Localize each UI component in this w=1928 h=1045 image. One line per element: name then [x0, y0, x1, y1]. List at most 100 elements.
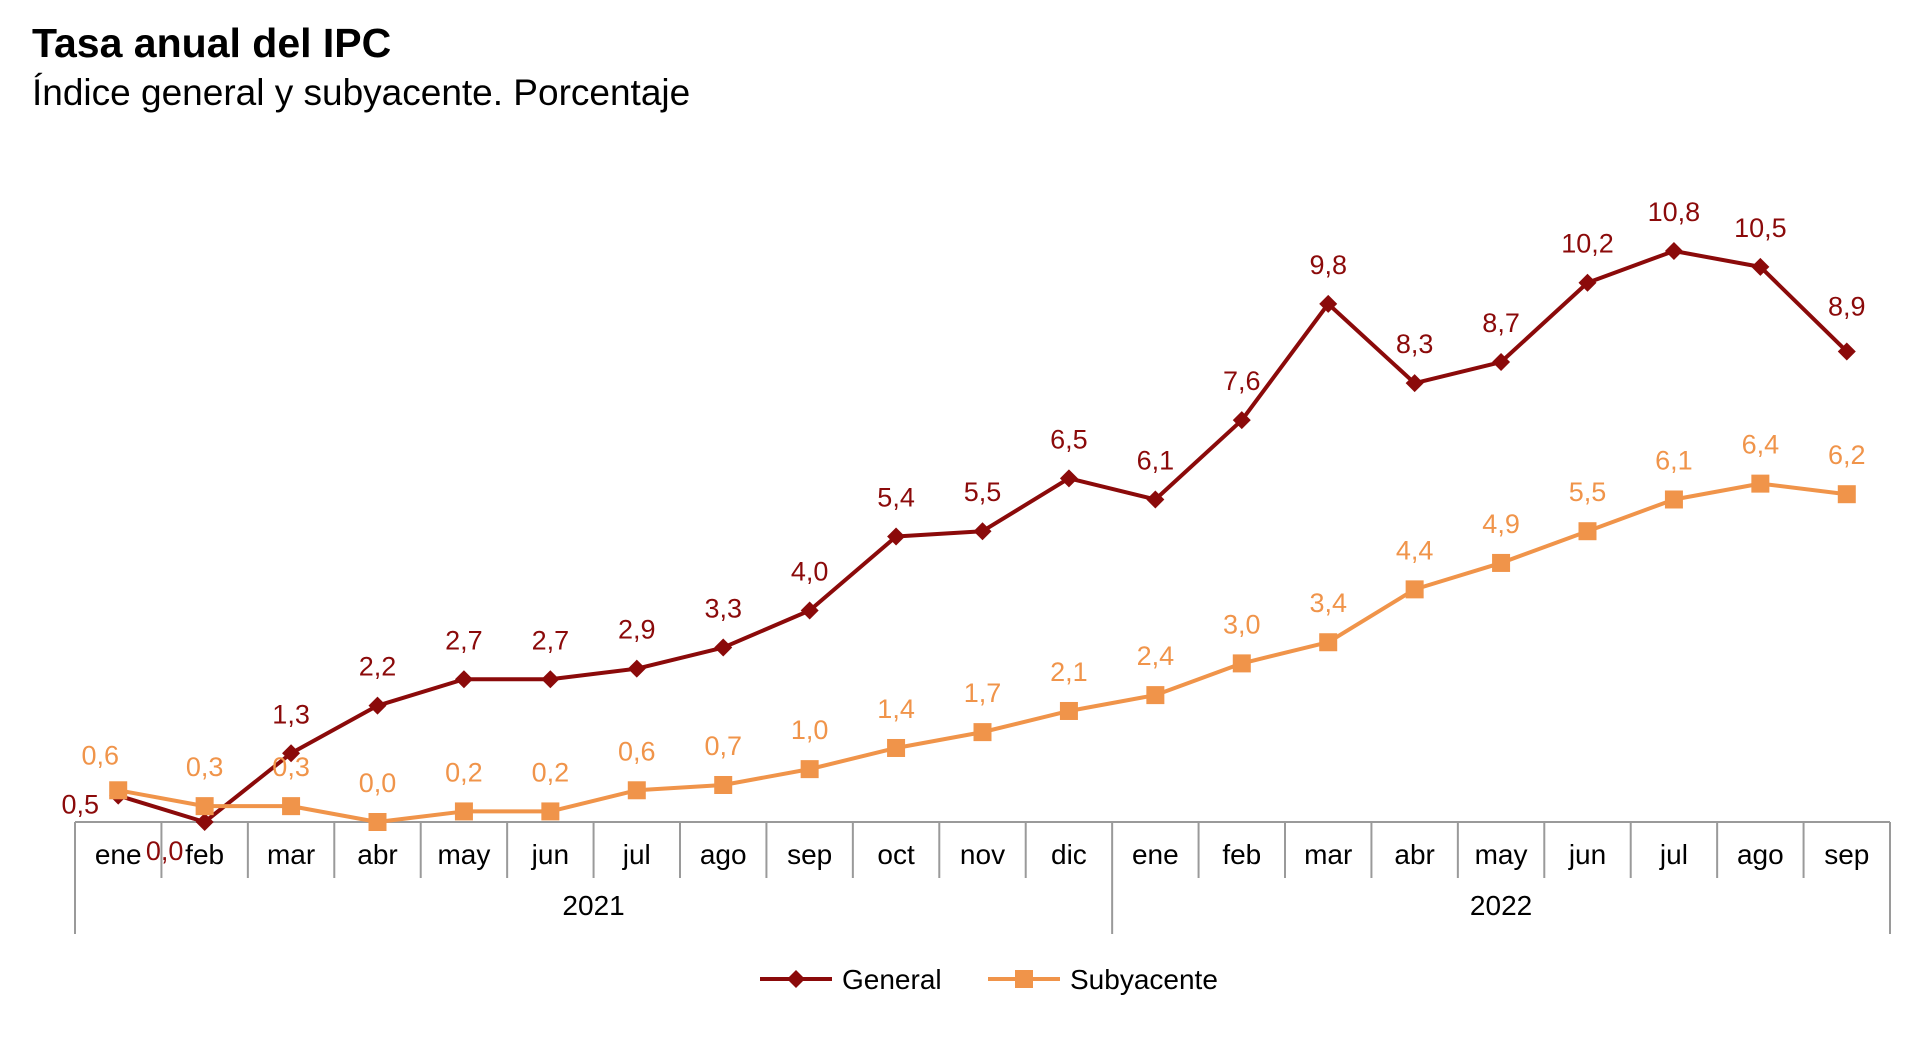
data-point: [1059, 701, 1078, 720]
data-label: 0,3: [186, 752, 224, 782]
data-point: [1664, 490, 1683, 509]
data-label: 8,3: [1396, 329, 1434, 359]
data-point: [109, 781, 128, 800]
data-point: [973, 723, 992, 742]
data-label: 10,5: [1734, 213, 1787, 243]
data-point: [627, 659, 646, 678]
legend-item-general: General: [760, 964, 942, 995]
legend-item-subyacente: Subyacente: [988, 964, 1218, 995]
data-point: [368, 813, 387, 831]
data-point: [541, 802, 560, 821]
data-point: [282, 744, 301, 763]
series-general: 0,5 0,0 1,3 2,2 2,7 2,7 2,9 3,3 4,0 5,4 5,5 6,5 6,1 7…: [61, 197, 1865, 866]
data-label: 9,8: [1309, 250, 1347, 280]
data-point: [1664, 242, 1683, 260]
data-point: [714, 775, 733, 794]
data-point: [195, 813, 214, 831]
legend: General Subyacente: [760, 964, 1218, 995]
data-point: [541, 670, 560, 689]
x-tick-label: feb: [1222, 839, 1261, 870]
data-label: 8,7: [1482, 308, 1520, 338]
axis-layer: ene feb mar abr may jun jul ago sep oct nov dic ene f…: [74, 821, 1891, 934]
data-label: 2,9: [618, 615, 656, 645]
data-label: 2,2: [359, 652, 397, 682]
x-tick-label: may: [1475, 839, 1528, 870]
data-label: 6,1: [1137, 445, 1175, 475]
x-tick-label: jun: [1568, 839, 1606, 870]
data-label: 3,3: [704, 594, 742, 624]
x-tick-label: sep: [787, 839, 832, 870]
data-point: [1405, 580, 1424, 599]
x-tick-label: mar: [267, 839, 315, 870]
data-point: [1319, 294, 1338, 313]
data-label: 10,2: [1561, 229, 1614, 259]
data-label: 5,5: [964, 477, 1002, 507]
data-label: 0,5: [61, 790, 99, 820]
data-point: [1405, 374, 1424, 393]
data-label: 10,8: [1648, 197, 1701, 227]
x-tick-label: oct: [877, 839, 915, 870]
year-label: 2021: [562, 890, 624, 921]
legend-marker: [787, 970, 805, 988]
data-label: 3,0: [1223, 609, 1261, 639]
data-point: [195, 797, 214, 816]
data-point: [973, 522, 992, 541]
data-point: [454, 802, 473, 821]
data-label: 0,0: [146, 836, 184, 866]
data-point: [887, 527, 906, 546]
data-point: [1232, 411, 1251, 430]
x-tick-label: ago: [1737, 839, 1784, 870]
x-tick-label: sep: [1824, 839, 1869, 870]
chart-subtitle: Índice general y subyacente. Porcentaje: [32, 72, 691, 113]
data-point: [1751, 474, 1770, 493]
data-point: [800, 601, 819, 620]
x-tick-label: abr: [1394, 839, 1434, 870]
x-tick-label: dic: [1051, 839, 1087, 870]
data-point: [627, 781, 646, 800]
data-label: 6,4: [1742, 430, 1780, 460]
data-label: 2,4: [1137, 641, 1175, 671]
x-tick-label: feb: [185, 839, 224, 870]
x-tick-label: jul: [1659, 839, 1688, 870]
data-label: 0,2: [445, 757, 483, 787]
data-label: 1,3: [272, 699, 310, 729]
x-tick-label: mar: [1304, 839, 1352, 870]
series-layer: 0,5 0,0 1,3 2,2 2,7 2,7 2,9 3,3 4,0 5,4 5,5 6,5 6,1 7…: [61, 197, 1865, 866]
x-tick-label: jun: [531, 839, 569, 870]
data-point: [1232, 654, 1251, 673]
data-label: 0,3: [272, 752, 310, 782]
data-point: [1059, 469, 1078, 488]
data-label: 6,1: [1655, 445, 1693, 475]
data-label: 4,0: [791, 557, 829, 587]
x-tick-label: abr: [357, 839, 397, 870]
data-point: [1492, 553, 1511, 572]
data-point: [1837, 342, 1856, 361]
x-tick-label: nov: [960, 839, 1005, 870]
data-label: 2,1: [1050, 657, 1088, 687]
data-point: [1578, 273, 1597, 292]
data-point: [454, 670, 473, 689]
data-label: 2,7: [445, 625, 483, 655]
data-label: 1,4: [877, 694, 915, 724]
legend-label: General: [842, 964, 942, 995]
data-label: 4,9: [1482, 509, 1520, 539]
x-tick-label: jul: [622, 839, 651, 870]
data-label: 7,6: [1223, 366, 1261, 396]
data-point: [1492, 353, 1511, 372]
data-label: 0,2: [532, 757, 570, 787]
data-point: [1751, 257, 1770, 276]
data-point: [282, 797, 301, 816]
data-label: 0,0: [359, 768, 397, 798]
data-point: [1837, 485, 1856, 504]
data-point: [714, 638, 733, 657]
data-label: 5,4: [877, 483, 915, 513]
data-point: [1319, 633, 1338, 652]
data-label: 2,7: [532, 625, 570, 655]
data-label: 0,6: [81, 740, 119, 770]
data-label: 4,4: [1396, 535, 1434, 565]
data-point: [1578, 522, 1597, 541]
data-label: 6,5: [1050, 424, 1088, 454]
data-point: [1146, 490, 1165, 509]
data-label: 3,4: [1309, 588, 1347, 618]
